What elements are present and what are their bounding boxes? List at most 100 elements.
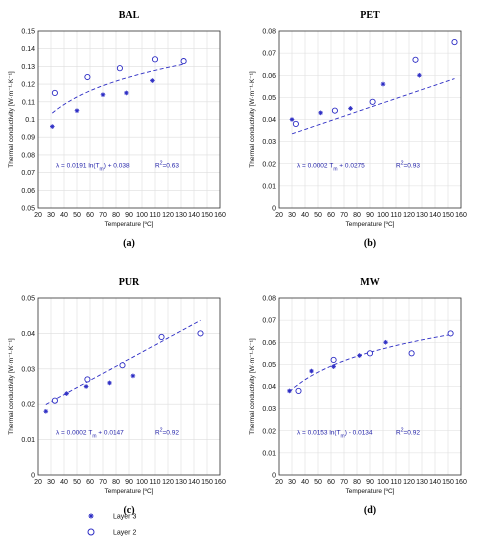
data-point-layer-2 xyxy=(84,376,91,383)
x-tick-label: 20 xyxy=(34,212,42,219)
data-point-layer-2 xyxy=(51,397,58,404)
data-point-layer-2 xyxy=(366,350,374,357)
data-point-layer-3 xyxy=(417,72,422,78)
y-tick-label: 0.06 xyxy=(262,73,276,80)
y-tick-label: 0 xyxy=(31,473,35,480)
data-point-layer-2 xyxy=(292,120,299,127)
x-tick-label: 100 xyxy=(136,212,148,219)
x-tick-label: 70 xyxy=(99,212,107,219)
x-tick-label: 110 xyxy=(149,479,160,486)
x-tick-label: 80 xyxy=(112,212,120,219)
y-tick-label: 0.01 xyxy=(21,437,35,444)
x-tick-label: 130 xyxy=(416,212,428,219)
y-axis-label: Thermal conductivity [W·m⁻¹·K⁻¹] xyxy=(8,71,15,168)
y-tick-label: 0.12 xyxy=(21,82,35,89)
x-tick-label: 50 xyxy=(73,479,81,486)
y-tick-label: 0.08 xyxy=(262,296,276,303)
y-axis-label: Thermal conductivity [W·m⁻¹·K⁻¹] xyxy=(8,338,15,435)
chart-title: PUR xyxy=(119,277,140,288)
data-point-layer-3 xyxy=(150,78,155,83)
data-point-layer-2 xyxy=(51,89,58,96)
x-tick-label: 80 xyxy=(353,212,361,219)
fit-equation: λ = 0.0191 ln(Tm) + 0.038 xyxy=(56,162,130,172)
y-tick-label: 0.03 xyxy=(262,406,276,413)
x-tick-label: 80 xyxy=(353,479,361,486)
y-tick-label: 0.03 xyxy=(21,366,35,373)
panel-sublabel: (c) xyxy=(123,505,134,516)
chart-title: PET xyxy=(360,10,380,21)
y-tick-label: 0.15 xyxy=(21,29,35,36)
x-tick-label: 70 xyxy=(99,479,107,486)
y-tick-label: 0.13 xyxy=(21,64,35,71)
x-tick-label: 130 xyxy=(416,479,428,486)
data-point-layer-2 xyxy=(116,65,123,72)
x-axis-label: Temperature [ºC] xyxy=(346,221,395,228)
legend: Layer 3 Layer 2 xyxy=(87,513,136,537)
data-point-layer-2 xyxy=(330,356,337,364)
x-tick-label: 90 xyxy=(125,479,133,486)
data-point-layer-2 xyxy=(447,330,454,337)
x-tick-label: 90 xyxy=(366,212,374,219)
y-tick-label: 0.07 xyxy=(262,318,276,325)
data-point-layer-3 xyxy=(357,353,362,358)
x-tick-label: 50 xyxy=(73,212,81,219)
y-tick-label: 0.05 xyxy=(21,206,35,213)
fit-line xyxy=(289,334,451,393)
x-tick-label: 70 xyxy=(340,212,348,219)
y-tick-label: 0.07 xyxy=(21,170,35,177)
y-tick-label: 0.02 xyxy=(21,402,35,409)
x-tick-label: 100 xyxy=(377,479,389,486)
x-tick-label: 150 xyxy=(201,479,213,486)
y-tick-label: 0 xyxy=(272,473,276,480)
data-point-layer-2 xyxy=(151,56,159,63)
legend-marker-asterisk xyxy=(88,513,94,519)
x-tick-label: 30 xyxy=(47,479,55,486)
x-tick-label: 140 xyxy=(429,212,441,219)
x-tick-label: 30 xyxy=(47,212,55,219)
x-tick-label: 160 xyxy=(214,212,226,219)
data-point-layer-3 xyxy=(100,92,106,98)
x-tick-label: 50 xyxy=(314,212,322,219)
chart-panel-mw: MW 20 30 40 50 60 70 80 90 100 110 120 130 140 150 160 0… xyxy=(249,277,467,516)
fit-equation: λ = 0.0153 ln(Tm) - 0.0134 xyxy=(297,429,373,439)
x-tick-label: 150 xyxy=(442,479,454,486)
data-point-layer-3 xyxy=(50,124,55,129)
x-axis-label: Temperature [ºC] xyxy=(105,488,154,495)
x-tick-label: 140 xyxy=(188,479,200,486)
x-tick-label: 150 xyxy=(201,212,213,219)
x-tick-label: 70 xyxy=(340,479,348,486)
r-squared: R2=0.92 xyxy=(396,427,420,436)
x-tick-label: 30 xyxy=(288,212,296,219)
data-point-layer-2 xyxy=(412,56,419,63)
x-tick-label: 20 xyxy=(275,212,283,219)
chart-panel-pur: PUR 20 30 40 50 60 70 80 90 100 110 120 130 140 150 160… xyxy=(8,277,226,516)
data-point-layer-2 xyxy=(451,39,458,46)
data-point-layer-2 xyxy=(408,350,415,357)
data-point-layer-3 xyxy=(318,110,323,116)
panel-sublabel: (b) xyxy=(364,238,376,249)
data-point-layer-3 xyxy=(331,364,336,369)
panel-sublabel: (a) xyxy=(123,238,135,249)
x-tick-label: 140 xyxy=(188,212,200,219)
y-tick-label: 0.05 xyxy=(21,296,35,303)
y-tick-label: 0.07 xyxy=(262,51,276,58)
y-tick-label: 0.11 xyxy=(22,99,35,106)
r-squared: R2=0.93 xyxy=(396,160,420,169)
x-tick-label: 110 xyxy=(390,479,401,486)
y-tick-label: 0.1 xyxy=(25,117,35,124)
chart-title: BAL xyxy=(119,10,140,21)
x-tick-label: 160 xyxy=(214,479,226,486)
data-point-layer-2 xyxy=(295,387,302,394)
x-axis-label: Temperature [ºC] xyxy=(105,221,154,228)
chart-title: MW xyxy=(360,277,379,288)
x-tick-label: 60 xyxy=(327,212,335,219)
y-axis-label: Thermal conductivity [W·m⁻¹·K⁻¹] xyxy=(249,71,256,168)
y-tick-label: 0.04 xyxy=(262,384,276,391)
data-point-layer-2 xyxy=(369,98,376,105)
x-tick-label: 40 xyxy=(301,212,309,219)
fit-line xyxy=(52,63,184,114)
y-tick-label: 0.01 xyxy=(262,183,276,190)
y-tick-label: 0.05 xyxy=(262,362,276,369)
x-tick-label: 130 xyxy=(175,212,187,219)
